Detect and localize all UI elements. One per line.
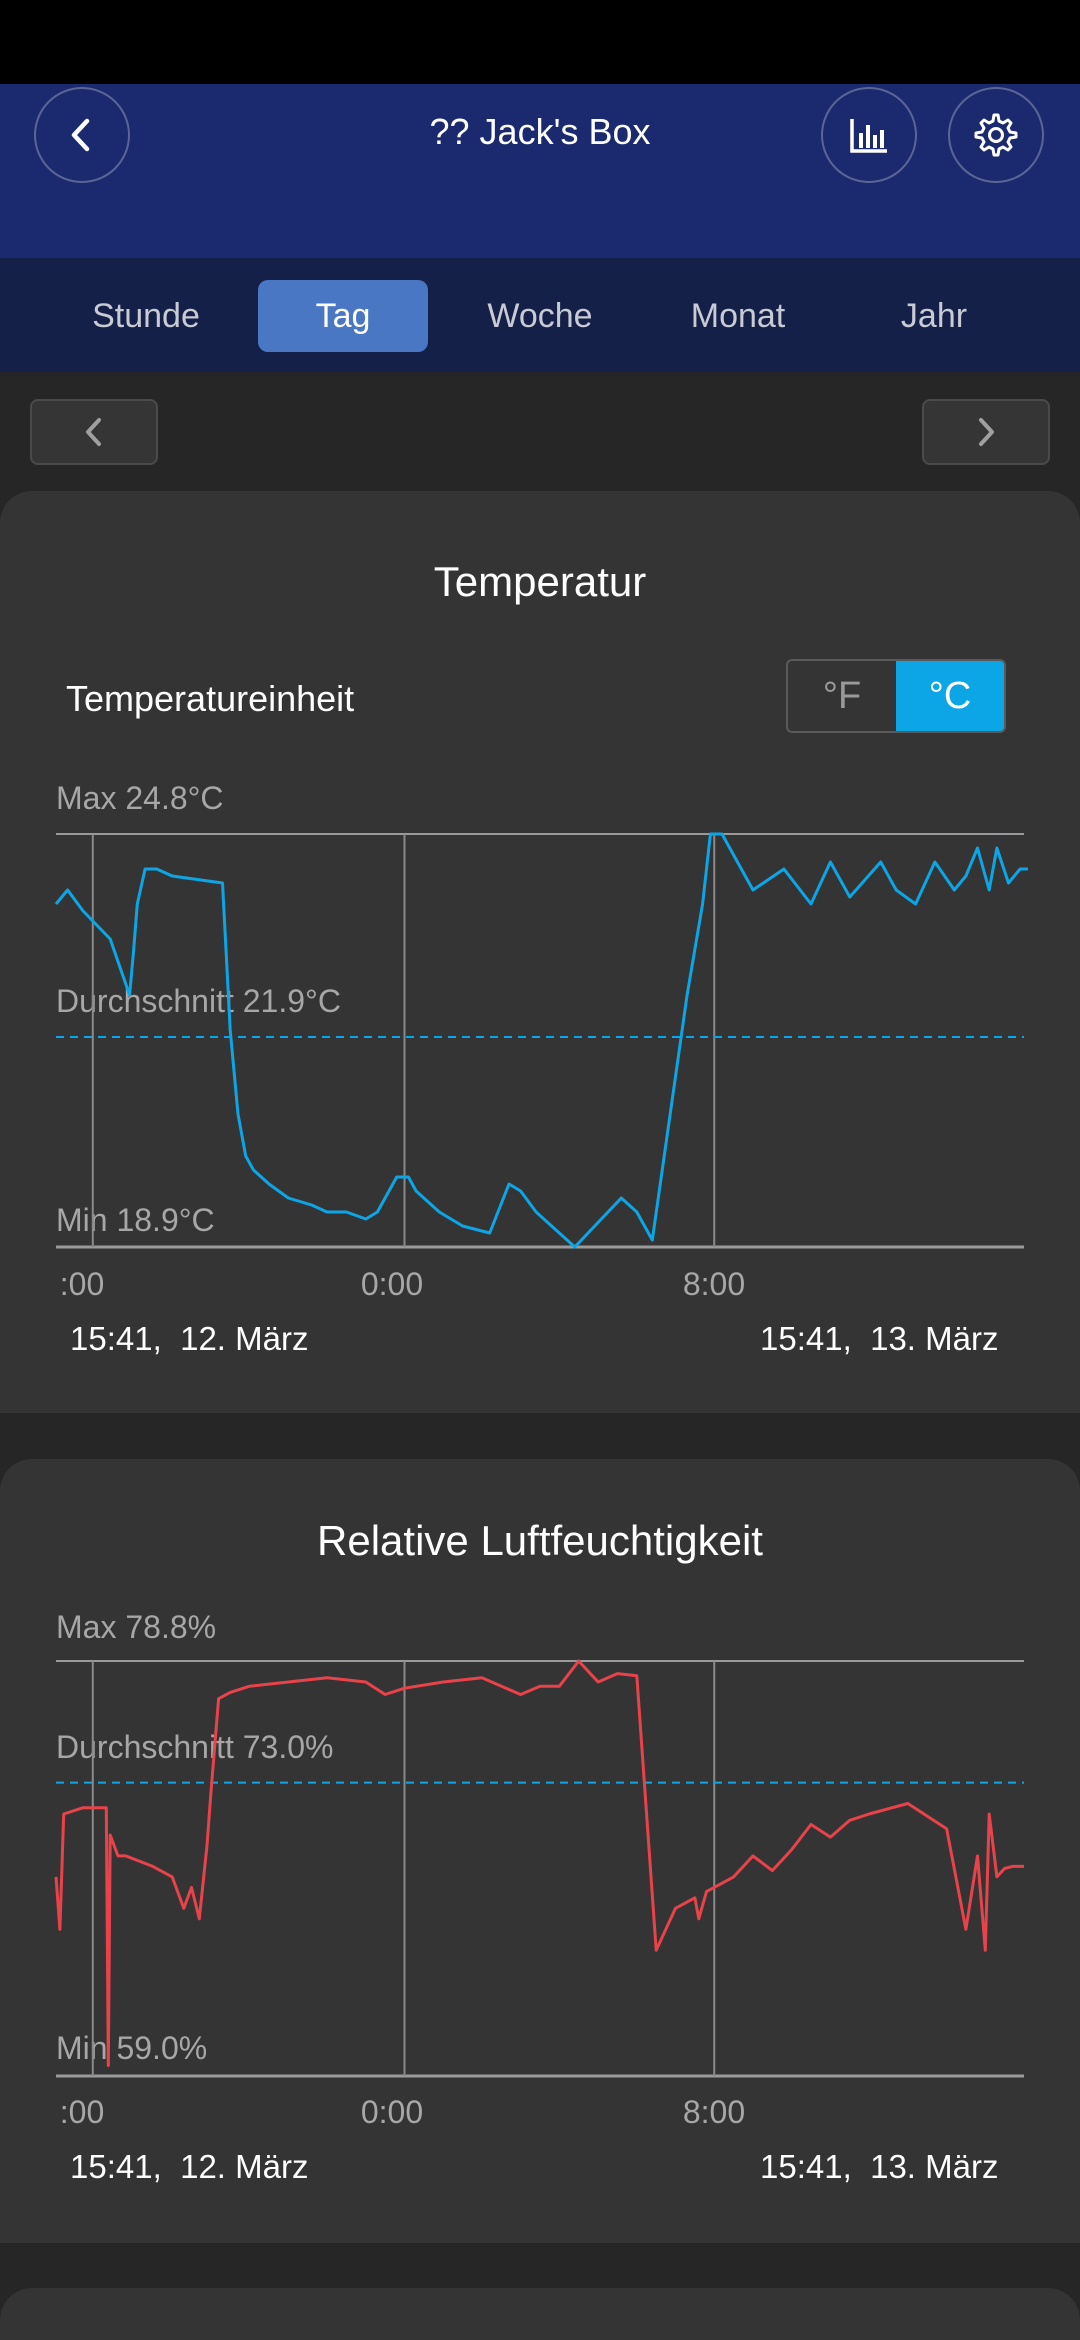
temperature-unit-label: Temperatureinheit: [66, 678, 355, 719]
page-title: ?? Jack's Box: [429, 111, 651, 152]
temperature-chart: [54, 832, 1028, 1249]
settings-button[interactable]: [948, 87, 1044, 183]
humidity-start-date: 15:41, 12. März: [70, 2148, 309, 2185]
humidity-x-tick: 8:00: [682, 2094, 746, 2130]
temperature-max-label: Max 24.8°C: [56, 780, 224, 816]
next-period-button[interactable]: [922, 399, 1050, 465]
temperature-average-label: Durchschnitt 21.9°C: [56, 983, 341, 1019]
temperature-x-tick: :00: [59, 1266, 105, 1302]
humidity-end-date: 15:41, 13. März: [760, 2148, 999, 2185]
unit-celsius-option[interactable]: °C: [896, 661, 1004, 731]
humidity-average-label: Durchschnitt 73.0%: [56, 1729, 334, 1765]
humidity-chart: [54, 1659, 1024, 2078]
temperature-series-line: [54, 832, 1028, 1249]
humidity-series-line: [54, 1659, 1024, 2067]
previous-period-button[interactable]: [30, 399, 158, 465]
temperature-title: Temperatur: [433, 558, 647, 605]
temperature-min-label: Min 18.9°C: [56, 1202, 215, 1238]
chevron-left-icon: [86, 418, 101, 446]
tab-monat[interactable]: Monat: [690, 296, 786, 335]
temperature-start-date: 15:41, 12. März: [70, 1320, 309, 1357]
chevron-left-icon: [71, 118, 90, 152]
tab-tag[interactable]: Tag: [258, 280, 428, 352]
tab-woche[interactable]: Woche: [487, 296, 593, 335]
humidity-max-label: Max 78.8%: [56, 1609, 217, 1645]
humidity-x-tick: 0:00: [360, 2094, 424, 2130]
humidity-x-tick: :00: [59, 2094, 105, 2130]
unit-fahrenheit-option[interactable]: °F: [822, 674, 862, 717]
chevron-right-icon: [979, 418, 994, 446]
temperature-x-tick: 8:00: [682, 1266, 746, 1302]
humidity-min-label: Min 59.0%: [56, 2030, 208, 2066]
temperature-x-tick: 0:00: [360, 1266, 424, 1302]
status-bar: [0, 0, 1080, 84]
statistics-button[interactable]: [821, 87, 917, 183]
bar-chart-icon: [850, 119, 887, 153]
temperature-card: [0, 491, 1080, 1413]
temperature-end-date: 15:41, 13. März: [760, 1320, 999, 1357]
tab-jahr[interactable]: Jahr: [900, 296, 968, 335]
gear-icon: [974, 113, 1018, 157]
back-button[interactable]: [34, 87, 130, 183]
period-tabbar: Stunde Tag Woche Monat Jahr: [0, 258, 1080, 372]
humidity-title: Relative Luftfeuchtigkeit: [317, 1517, 763, 1564]
next-card: [0, 2288, 1080, 2340]
temperature-unit-toggle[interactable]: °F °C: [786, 659, 1006, 733]
humidity-card: [0, 1459, 1080, 2243]
tab-stunde[interactable]: Stunde: [92, 296, 200, 335]
